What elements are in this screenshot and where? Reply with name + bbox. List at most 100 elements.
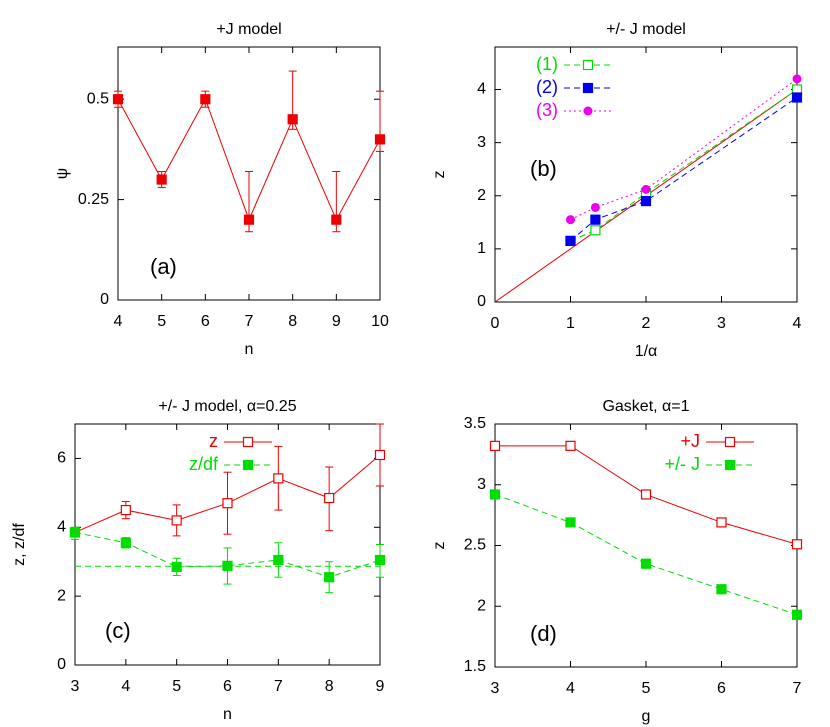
marker (724, 459, 736, 471)
x-axis-label: n (245, 341, 254, 358)
x-tick-label: 8 (288, 313, 297, 330)
marker (120, 537, 131, 548)
marker (566, 215, 575, 225)
y-tick-label: 0 (100, 291, 109, 308)
y-tick-label: 1 (477, 240, 486, 257)
y-axis-label: z, z/df (11, 523, 28, 566)
marker (792, 74, 802, 84)
marker (120, 504, 131, 516)
y-tick-label: 2 (477, 597, 486, 614)
marker (374, 134, 386, 145)
marker (242, 459, 254, 471)
marker (565, 517, 576, 528)
marker (716, 584, 727, 595)
marker (242, 436, 254, 448)
plot-frame (494, 46, 798, 303)
annotation: (a) (150, 254, 177, 279)
marker (791, 539, 803, 550)
marker (222, 560, 233, 571)
marker (273, 473, 284, 484)
x-tick-label: 0 (491, 315, 500, 332)
marker (171, 561, 182, 572)
chart-title: +/- J model, α=0.25 (158, 398, 296, 415)
y-tick-label: 0 (477, 293, 486, 310)
chart-title: +/- J model (606, 21, 686, 38)
x-tick-label: 8 (325, 678, 334, 695)
x-tick-label: 3 (717, 315, 726, 332)
marker (590, 202, 600, 212)
series-line (494, 494, 798, 616)
legend-label: (3) (536, 100, 558, 120)
marker (640, 558, 652, 569)
y-axis-label: z (431, 171, 448, 179)
x-tick-label: 4 (114, 313, 123, 330)
x-tick-label: 4 (566, 680, 575, 697)
x-tick-label: 6 (223, 678, 232, 695)
x-tick-label: 5 (642, 680, 651, 697)
x-tick-label: 3 (71, 678, 80, 695)
x-tick-label: 9 (332, 313, 341, 330)
annotation: (d) (530, 621, 557, 646)
x-axis-label: g (642, 708, 651, 725)
marker (273, 554, 284, 566)
marker (489, 440, 501, 451)
y-tick-label: 4 (477, 81, 486, 98)
legend-label: +J (680, 431, 700, 451)
y-tick-label: 3.5 (464, 415, 486, 432)
y-tick-label: 0.25 (78, 191, 109, 208)
series-line (570, 89, 798, 242)
marker (243, 214, 255, 225)
y-tick-label: 6 (57, 450, 66, 467)
x-tick-label: 3 (491, 680, 500, 697)
y-tick-label: 2 (477, 187, 486, 204)
marker (171, 515, 182, 526)
x-tick-label: 6 (201, 313, 210, 330)
marker (565, 235, 576, 247)
marker (590, 225, 601, 236)
y-tick-label: 0.5 (87, 90, 109, 107)
marker (583, 106, 593, 116)
y-tick-label: 0 (57, 656, 66, 673)
marker (112, 94, 124, 105)
y-tick-label: 3 (477, 476, 486, 493)
marker (590, 214, 601, 225)
x-tick-label: 7 (245, 313, 254, 330)
y-tick-label: 1.5 (464, 658, 486, 675)
x-axis-label: n (223, 706, 232, 723)
marker (331, 214, 342, 225)
marker (724, 436, 736, 448)
marker (489, 489, 501, 500)
y-tick-label: 2.5 (464, 537, 486, 554)
marker (640, 489, 652, 500)
legend-label: z/df (189, 454, 219, 474)
legend-label: (1) (536, 54, 558, 74)
y-tick-label: 4 (57, 519, 66, 536)
y-tick-label: 2 (57, 587, 66, 604)
marker (582, 59, 594, 71)
x-axis-label: 1/α (635, 343, 658, 360)
marker (374, 449, 386, 461)
marker (200, 94, 211, 105)
y-tick-label: 3 (477, 134, 486, 151)
marker (716, 517, 727, 528)
x-tick-label: 7 (793, 680, 802, 697)
y-axis-label: z (431, 542, 448, 550)
chart-title: +J model (216, 21, 281, 38)
marker (324, 492, 335, 504)
y-axis-label: ψ (54, 168, 71, 179)
plot-frame (117, 46, 381, 301)
marker (640, 195, 652, 207)
annotation: (c) (105, 618, 131, 643)
legend-label: +/- J (664, 454, 700, 474)
marker (791, 92, 803, 103)
x-tick-label: 10 (371, 313, 389, 330)
x-tick-label: 2 (642, 315, 651, 332)
marker (324, 572, 335, 583)
x-tick-label: 6 (717, 680, 726, 697)
x-tick-label: 5 (172, 678, 181, 695)
x-tick-label: 4 (793, 315, 802, 332)
marker (565, 440, 576, 451)
x-tick-label: 1 (566, 315, 575, 332)
